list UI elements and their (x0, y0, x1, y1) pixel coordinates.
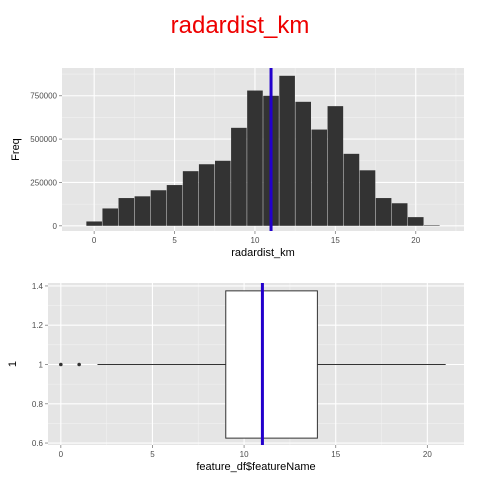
plot1-bar (166, 185, 183, 226)
plot1-bar (102, 208, 119, 226)
plot2-y-tick-label: 0.6 (32, 439, 44, 448)
plot1-bar (247, 90, 263, 226)
plot2-y-tick-label: 0.8 (32, 400, 44, 409)
plot1-x-axis-label: radardist_km (231, 247, 295, 259)
plot1-y-tick-label: 0 (53, 222, 58, 231)
plot1-bar (343, 153, 360, 226)
plot1-bar (134, 196, 151, 226)
plot1-bar (375, 198, 392, 226)
plot2-x-axis-label: feature_df$featureName (196, 461, 315, 473)
plot1-y-tick-label: 500000 (30, 135, 57, 144)
plot1-bar (359, 170, 376, 226)
chart-title: radardist_km (170, 12, 310, 39)
plot1-bar (311, 129, 328, 226)
plot2-outlier-point (77, 362, 81, 367)
plot2-x-tick-label: 20 (423, 450, 432, 459)
plot1-bar (198, 164, 215, 226)
plot1-bar (391, 203, 408, 226)
plot1-bar (279, 75, 295, 226)
plot1-x-tick-label: 5 (172, 236, 177, 245)
plot2-x-tick-label: 10 (240, 450, 249, 459)
plot1-bar (327, 106, 344, 226)
plot1-x-tick-label: 0 (92, 236, 97, 245)
plot1-bar (231, 127, 247, 226)
plot1-bar (407, 217, 424, 226)
plot1-x-tick-label: 15 (331, 236, 340, 245)
plot2-outlier-point (59, 362, 63, 367)
plot2-box (225, 290, 318, 439)
plot1-y-tick-label: 250000 (30, 178, 57, 187)
plot2-y-tick-label: 1 (39, 360, 44, 369)
plot2-y-axis-label: 1 (7, 361, 19, 367)
plot2-y-tick-label: 1.2 (32, 321, 44, 330)
plot2-x-tick-label: 15 (331, 450, 340, 459)
plot1-y-tick-label: 750000 (30, 92, 57, 101)
plot1-x-tick-label: 10 (251, 236, 260, 245)
plot2-y-tick-label: 1.4 (32, 282, 44, 291)
plot1-bar (86, 221, 102, 226)
plot1-bar (150, 190, 167, 226)
plot1-bar (182, 171, 199, 226)
plot2-x-tick-label: 5 (150, 450, 155, 459)
plot1-y-axis-label: Freq (10, 138, 22, 161)
plot1-bar (215, 160, 231, 226)
plot2-x-tick-label: 0 (59, 450, 64, 459)
plot1-x-tick-label: 20 (411, 236, 420, 245)
plot1-bar (295, 101, 311, 226)
plot1-bar (424, 225, 440, 226)
plot1-bar (118, 198, 135, 226)
